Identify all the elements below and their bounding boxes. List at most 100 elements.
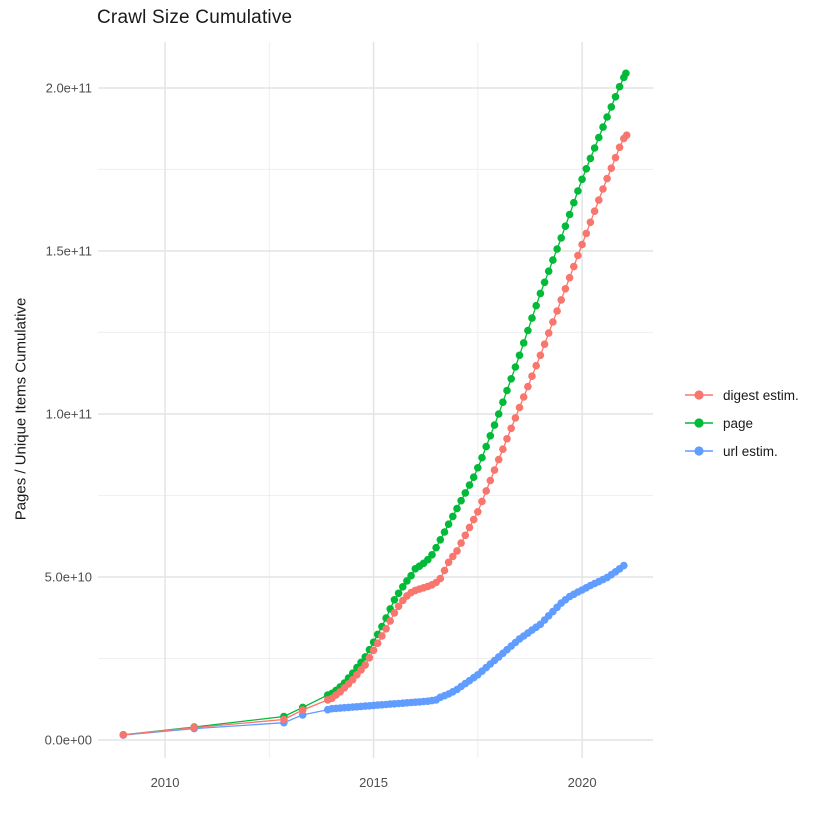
data-point-page [453, 504, 461, 513]
gridlines-minor [98, 42, 653, 758]
data-point-digest-estim [544, 329, 553, 337]
data-series-layer [119, 69, 631, 739]
data-point-page [549, 256, 557, 264]
data-point-page [622, 69, 630, 78]
data-point-page [586, 154, 595, 163]
data-point-digest-estim [465, 523, 474, 532]
data-point-digest-estim [280, 715, 288, 724]
data-point-digest-estim [369, 646, 378, 655]
data-point-digest-estim [478, 497, 486, 506]
data-point-digest-estim [453, 547, 461, 555]
data-point-page [590, 144, 599, 152]
legend-label-digest-estim: digest estim. [723, 387, 799, 403]
data-point-page [482, 442, 491, 451]
data-point-page [511, 363, 520, 371]
data-point-digest-estim [373, 639, 382, 647]
data-point-digest-estim [390, 609, 399, 617]
x-tick-label: 2015 [359, 775, 388, 790]
data-point-digest-estim [482, 487, 491, 495]
data-point-digest-estim [461, 531, 470, 540]
data-point-page [603, 113, 611, 121]
data-point-digest-estim [540, 340, 549, 349]
data-point-digest-estim [553, 307, 561, 315]
data-point-digest-estim [436, 574, 445, 583]
gridlines-major [98, 42, 653, 758]
data-point-page [399, 583, 407, 591]
data-point-digest-estim [586, 218, 595, 227]
y-tick-label: 5.0e+10 [45, 569, 92, 584]
data-point-digest-estim [519, 393, 528, 401]
y-tick-label: 2.0e+11 [46, 80, 92, 95]
data-point-digest-estim [469, 515, 478, 524]
data-point-page [457, 496, 465, 505]
data-point-page [403, 577, 411, 585]
legend-label-url-estim: url estim. [723, 443, 778, 459]
data-point-page [524, 326, 532, 335]
data-point-digest-estim [561, 285, 570, 293]
y-tick-label: 0.0e+00 [45, 733, 92, 748]
x-tick-label: 2020 [568, 775, 597, 790]
series-digest-estim [119, 131, 631, 739]
data-point-page [499, 398, 507, 407]
data-point-digest-estim [615, 143, 624, 152]
data-point-digest-estim [378, 632, 386, 640]
y-tick-label: 1.0e+11 [46, 406, 92, 421]
data-point-page [574, 187, 582, 195]
data-point-digest-estim [557, 296, 565, 304]
data-point-digest-estim [190, 723, 198, 732]
y-tick-label: 1.5e+11 [46, 243, 92, 258]
data-point-page [611, 93, 620, 101]
data-point-digest-estim [595, 196, 603, 204]
data-point-page [578, 175, 586, 184]
data-point-page [528, 314, 536, 322]
data-point-page [599, 123, 607, 131]
data-point-page [394, 589, 403, 598]
data-point-page [565, 210, 574, 219]
data-point-digest-estim [590, 207, 599, 215]
data-point-page [570, 198, 578, 207]
data-point-page [536, 289, 545, 298]
data-point-digest-estim [494, 455, 503, 464]
data-point-digest-estim [474, 508, 482, 516]
data-point-page [407, 571, 415, 580]
data-point-digest-estim [528, 372, 536, 381]
data-point-page [532, 301, 540, 310]
data-point-digest-estim [536, 351, 545, 360]
legend-key-url-estim [685, 446, 713, 456]
data-point-page [519, 339, 528, 347]
data-point-page [436, 536, 445, 544]
legend-item-digest-estim: digest estim. [684, 381, 799, 409]
data-point-digest-estim [361, 661, 370, 669]
data-point-digest-estim [449, 552, 457, 561]
data-point-page [478, 453, 486, 462]
data-point-page [440, 528, 449, 536]
data-point-page [469, 473, 478, 482]
legend-item-url-estim: url estim. [684, 437, 799, 465]
data-point-digest-estim [298, 706, 307, 714]
data-point-digest-estim [565, 273, 574, 282]
data-point-digest-estim [578, 240, 586, 249]
data-point-digest-estim [119, 731, 128, 739]
x-tick-label: 2010 [151, 775, 180, 790]
data-point-page [490, 421, 499, 429]
data-point-digest-estim [511, 414, 520, 422]
legend-item-page: page [684, 409, 799, 437]
data-point-page [461, 489, 470, 497]
data-point-digest-estim [599, 185, 607, 193]
data-point-digest-estim [486, 476, 495, 485]
data-point-digest-estim [524, 382, 532, 391]
data-point-page [544, 267, 553, 276]
data-point-digest-estim [607, 164, 616, 172]
data-point-digest-estim [549, 318, 557, 326]
data-point-digest-estim [622, 131, 631, 139]
data-point-url-estim [620, 561, 628, 570]
data-point-digest-estim [386, 617, 395, 625]
data-point-digest-estim [444, 558, 453, 567]
data-point-digest-estim [515, 403, 524, 412]
data-point-page [615, 82, 624, 91]
data-point-digest-estim [503, 435, 511, 443]
data-point-digest-estim [394, 602, 403, 611]
legend-label-page: page [723, 415, 754, 431]
data-point-page [432, 543, 440, 552]
